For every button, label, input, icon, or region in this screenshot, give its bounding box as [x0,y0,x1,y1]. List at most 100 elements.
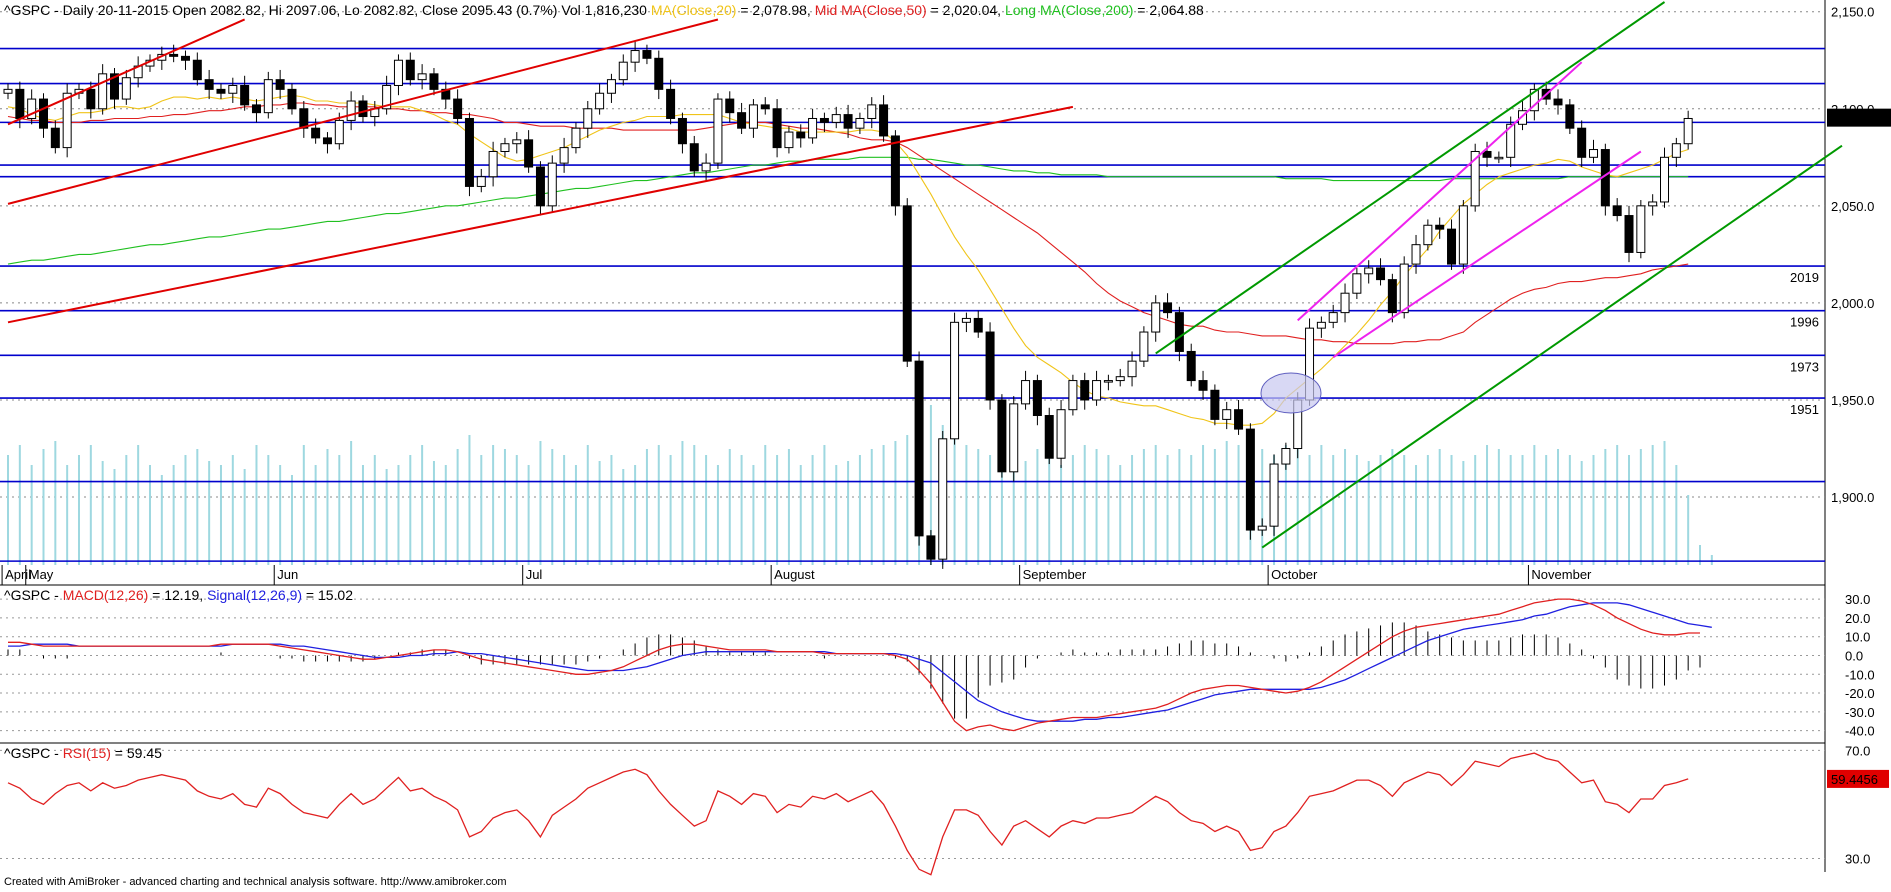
volume-bar [326,449,329,565]
month-label: September [1023,567,1087,582]
volume-bar [906,435,909,565]
candle-body [1470,150,1480,207]
candle-body [488,150,498,178]
volume-bar [125,455,128,565]
month-label: May [29,567,54,582]
month-label: Jul [526,567,543,582]
trendline [1332,150,1642,359]
ma50-value: = 2,020.04, [927,2,1005,18]
candle-body [642,50,652,59]
volume-bar [1071,455,1074,565]
volume-bar [977,449,980,565]
volume-bar [361,465,364,565]
candle-body [1671,143,1681,158]
candle-body [1198,380,1208,391]
volume-bar [1178,449,1181,565]
volume-bar [776,455,779,565]
candle-body [27,98,37,119]
candle-body [784,131,794,149]
trendline [7,18,719,205]
candle-body [169,53,179,57]
candle-body [1458,205,1468,265]
candle-body [595,92,605,110]
candle-body [50,127,60,149]
candle-body [109,73,119,100]
volume-bar [1557,449,1560,565]
candle-body [630,50,640,63]
volume-bar [1426,455,1429,565]
signal-label: Signal(12,26,9) [207,587,302,603]
candle-body [38,98,48,129]
volume-bar [409,455,412,565]
volume-bar [586,445,589,565]
last-close-label: 2,095.43 [1831,111,1882,126]
rsi-value: = 59.45 [111,745,162,761]
candle-body [263,79,273,114]
candle-body [808,117,818,139]
candle-body [796,131,806,139]
volume-bar [563,455,566,565]
support-level-label: 1951 [1790,402,1819,417]
candle-body [1518,110,1528,125]
candle-body [429,73,439,90]
candle-body [1021,380,1031,405]
volume-bar [598,461,601,565]
volume-bar [1296,449,1299,565]
trendline [7,105,1074,324]
candle-body [1234,409,1244,430]
volume-bar [657,445,660,565]
candle-body [890,135,900,207]
volume-bar [953,435,956,565]
candle-body [997,399,1007,473]
volume-bar [1592,455,1595,565]
macd-tick-label: 10.0 [1845,630,1870,645]
volume-bar [645,449,648,565]
volume-bar [1415,465,1418,565]
candle-body [1435,224,1445,230]
macd-tick-label: 30.0 [1845,592,1870,607]
volume-bar [279,465,282,565]
candle-body [1577,127,1587,158]
volume-bar [622,469,625,565]
volume-bar [1190,455,1193,565]
volume-bar [929,405,932,565]
macd-tick-label: -20.0 [1845,686,1875,701]
ma20-line [7,94,1689,426]
volume-bar [1355,455,1358,565]
candle-body [1139,331,1149,362]
macd-tick-label: 0.0 [1845,648,1863,663]
volume-bar [752,465,755,565]
candle-body [476,176,486,187]
candle-body [1174,312,1184,352]
volume-bar [894,441,897,565]
volume-bar [870,449,873,565]
volume-bar [989,455,992,565]
candle-body [914,360,924,537]
volume-bar [444,465,447,565]
volume-bar [610,455,613,565]
volume-bar [1687,495,1690,565]
candle-body [1186,350,1196,382]
candle-body [1387,279,1397,314]
volume-bar [338,455,341,565]
volume-bar [1391,449,1394,565]
volume-bar [480,455,483,565]
volume-bar [1474,455,1477,565]
volume-bar [137,445,140,565]
volume-bar [160,475,163,565]
candlesticks [3,40,1693,569]
candle-body [524,139,534,168]
volume-bar [1320,445,1323,565]
candle-body [251,104,261,114]
candle-body [1612,205,1622,217]
macd-line [8,598,1700,732]
macd-panel: 30.0 20.0 10.0 0.0 -10.0 -20.0 -30.0 -40.0 [0,592,1875,739]
volume-bar [1284,445,1287,565]
volume-bar [882,445,885,565]
candle-body [1589,149,1599,158]
volume-bar [716,465,719,565]
volume-bar [1628,455,1631,565]
price-tick-label: 1,950.0 [1831,393,1874,408]
candle-body [121,77,131,100]
volume-bar [66,465,69,565]
